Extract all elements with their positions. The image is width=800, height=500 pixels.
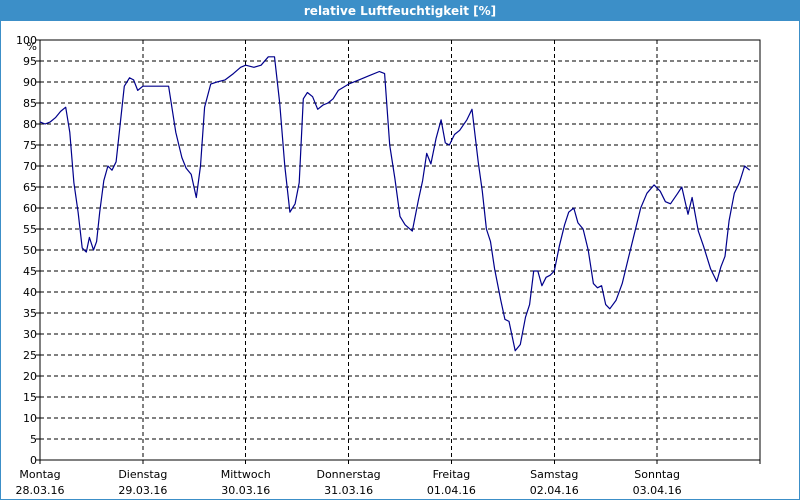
y-tick-label: 30 xyxy=(23,328,37,341)
x-tick-label-date: 03.04.16 xyxy=(633,484,682,497)
y-tick-label: 50 xyxy=(23,244,37,257)
y-tick-label: 20 xyxy=(23,370,37,383)
y-tick-label: 5 xyxy=(30,433,37,446)
y-tick-label: 100 xyxy=(16,34,37,47)
y-tick-label: 10 xyxy=(23,412,37,425)
x-tick-label-day: Sonntag xyxy=(634,468,680,481)
x-tick-label-day: Montag xyxy=(19,468,60,481)
y-axis-ticks: 0 5 10 15 20 25 30 35 40 45 50 55 60 65 70 75 80 85 90 95 10… xyxy=(16,34,40,467)
x-tick-label-date: 30.03.16 xyxy=(221,484,270,497)
grid xyxy=(40,40,760,460)
y-tick-label: 65 xyxy=(23,181,37,194)
y-tick-label: 80 xyxy=(23,118,37,131)
y-axis-label: % xyxy=(27,40,37,53)
y-tick-label: 75 xyxy=(23,139,37,152)
x-tick-label-day: Samstag xyxy=(530,468,578,481)
y-tick-label: 60 xyxy=(23,202,37,215)
x-tick-label-day: Donnerstag xyxy=(316,468,380,481)
x-axis-ticks: Montag 28.03.16 Dienstag 29.03.16 Mittwoch 30… xyxy=(16,460,761,497)
y-tick-label: 25 xyxy=(23,349,37,362)
x-tick-label-date: 29.03.16 xyxy=(118,484,167,497)
y-tick-label: 40 xyxy=(23,286,37,299)
y-tick-label: 95 xyxy=(23,55,37,68)
x-tick-label-date: 31.03.16 xyxy=(324,484,373,497)
x-tick-label-day: Dienstag xyxy=(118,468,167,481)
y-tick-label: 85 xyxy=(23,97,37,110)
x-tick-label-date: 02.04.16 xyxy=(530,484,579,497)
plot-area xyxy=(39,39,761,461)
x-tick-label-date: 28.03.16 xyxy=(16,484,65,497)
x-tick-label-day: Freitag xyxy=(433,468,471,481)
y-tick-label: 45 xyxy=(23,265,37,278)
series-lines xyxy=(39,56,751,352)
y-tick-label: 70 xyxy=(23,160,37,173)
x-tick-label-date: 01.04.16 xyxy=(427,484,476,497)
humidity-series-line xyxy=(39,56,751,352)
y-tick-label: 15 xyxy=(23,391,37,404)
x-tick-label-day: Mittwoch xyxy=(221,468,271,481)
chart-title: relative Luftfeuchtigkeit [%] xyxy=(1,1,799,21)
y-tick-label: 55 xyxy=(23,223,37,236)
y-tick-label: 0 xyxy=(30,454,37,467)
y-tick-label: 90 xyxy=(23,76,37,89)
y-tick-label: 35 xyxy=(23,307,37,320)
